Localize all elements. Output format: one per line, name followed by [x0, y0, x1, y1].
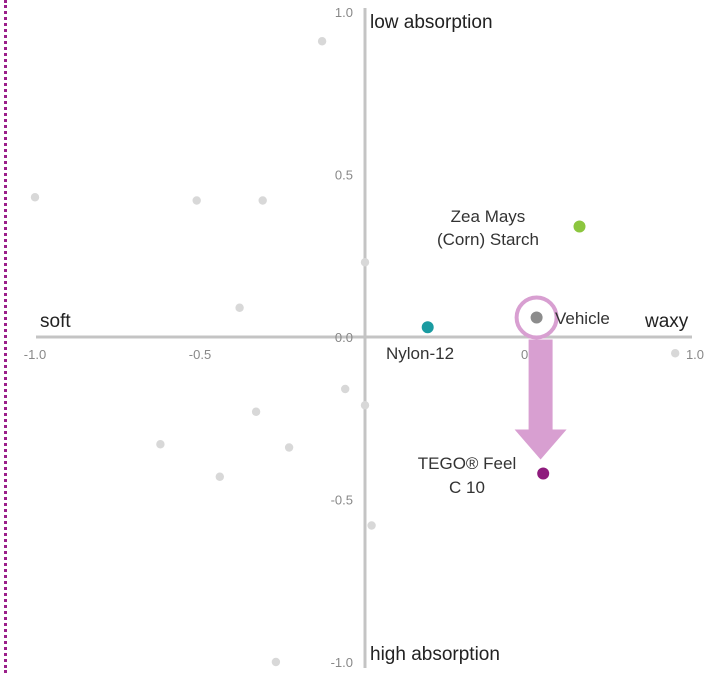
x-tick-label: -0.5 — [189, 347, 211, 362]
axis-label-soft: soft — [40, 311, 71, 332]
axis-label-high-absorption: high absorption — [370, 644, 500, 665]
background-point — [251, 407, 261, 416]
label-tego-feel: TEGO® Feel — [418, 454, 517, 473]
point-nylon-12 — [421, 321, 434, 334]
y-tick-label: -1.0 — [331, 655, 353, 670]
background-point — [360, 258, 370, 267]
axis-label-waxy: waxy — [644, 311, 689, 332]
background-point — [30, 193, 40, 202]
y-tick-label: -0.5 — [331, 493, 353, 508]
background-points — [30, 37, 680, 667]
x-tick-label: -1.0 — [24, 347, 46, 362]
shift-arrow-shape — [514, 339, 567, 460]
point-labels: Zea Mays (Corn) Starch Vehicle Nylon-12 … — [386, 207, 610, 497]
background-point — [258, 196, 267, 205]
label-vehicle: Vehicle — [555, 309, 610, 328]
point-tego-feel — [537, 467, 550, 480]
background-point — [367, 521, 376, 530]
y-tick-label: 0.0 — [335, 330, 353, 345]
background-point — [671, 349, 680, 358]
axis-end-labels: low absorption high absorption soft waxy — [40, 12, 689, 665]
label-zea-mays: Zea Mays — [451, 207, 526, 226]
background-point — [317, 37, 327, 46]
x-tick-label: 1.0 — [686, 347, 704, 362]
background-point — [360, 401, 370, 410]
background-point — [341, 384, 350, 394]
highlight-points — [421, 220, 586, 480]
background-point — [271, 657, 281, 667]
dotted-border — [4, 0, 7, 673]
point-vehicle — [530, 311, 543, 324]
tick-labels: -1.0-0.50.51.01.00.50.0-0.5-1.0 — [24, 5, 704, 670]
vehicle-highlight-ring — [514, 295, 559, 340]
background-point — [192, 196, 201, 205]
axis-label-low-absorption: low absorption — [370, 12, 493, 33]
label-nylon-12: Nylon-12 — [386, 344, 454, 363]
background-point — [284, 443, 294, 452]
y-tick-label: 1.0 — [335, 5, 353, 20]
point-zea-mays — [573, 220, 586, 233]
background-point — [235, 303, 244, 312]
y-tick-label: 0.5 — [335, 168, 353, 183]
background-point — [215, 472, 224, 481]
label-c-10: C 10 — [449, 478, 485, 497]
axes — [36, 8, 692, 668]
background-point — [156, 440, 165, 449]
shift-arrow — [514, 295, 567, 460]
label-corn-starch: (Corn) Starch — [437, 230, 539, 249]
